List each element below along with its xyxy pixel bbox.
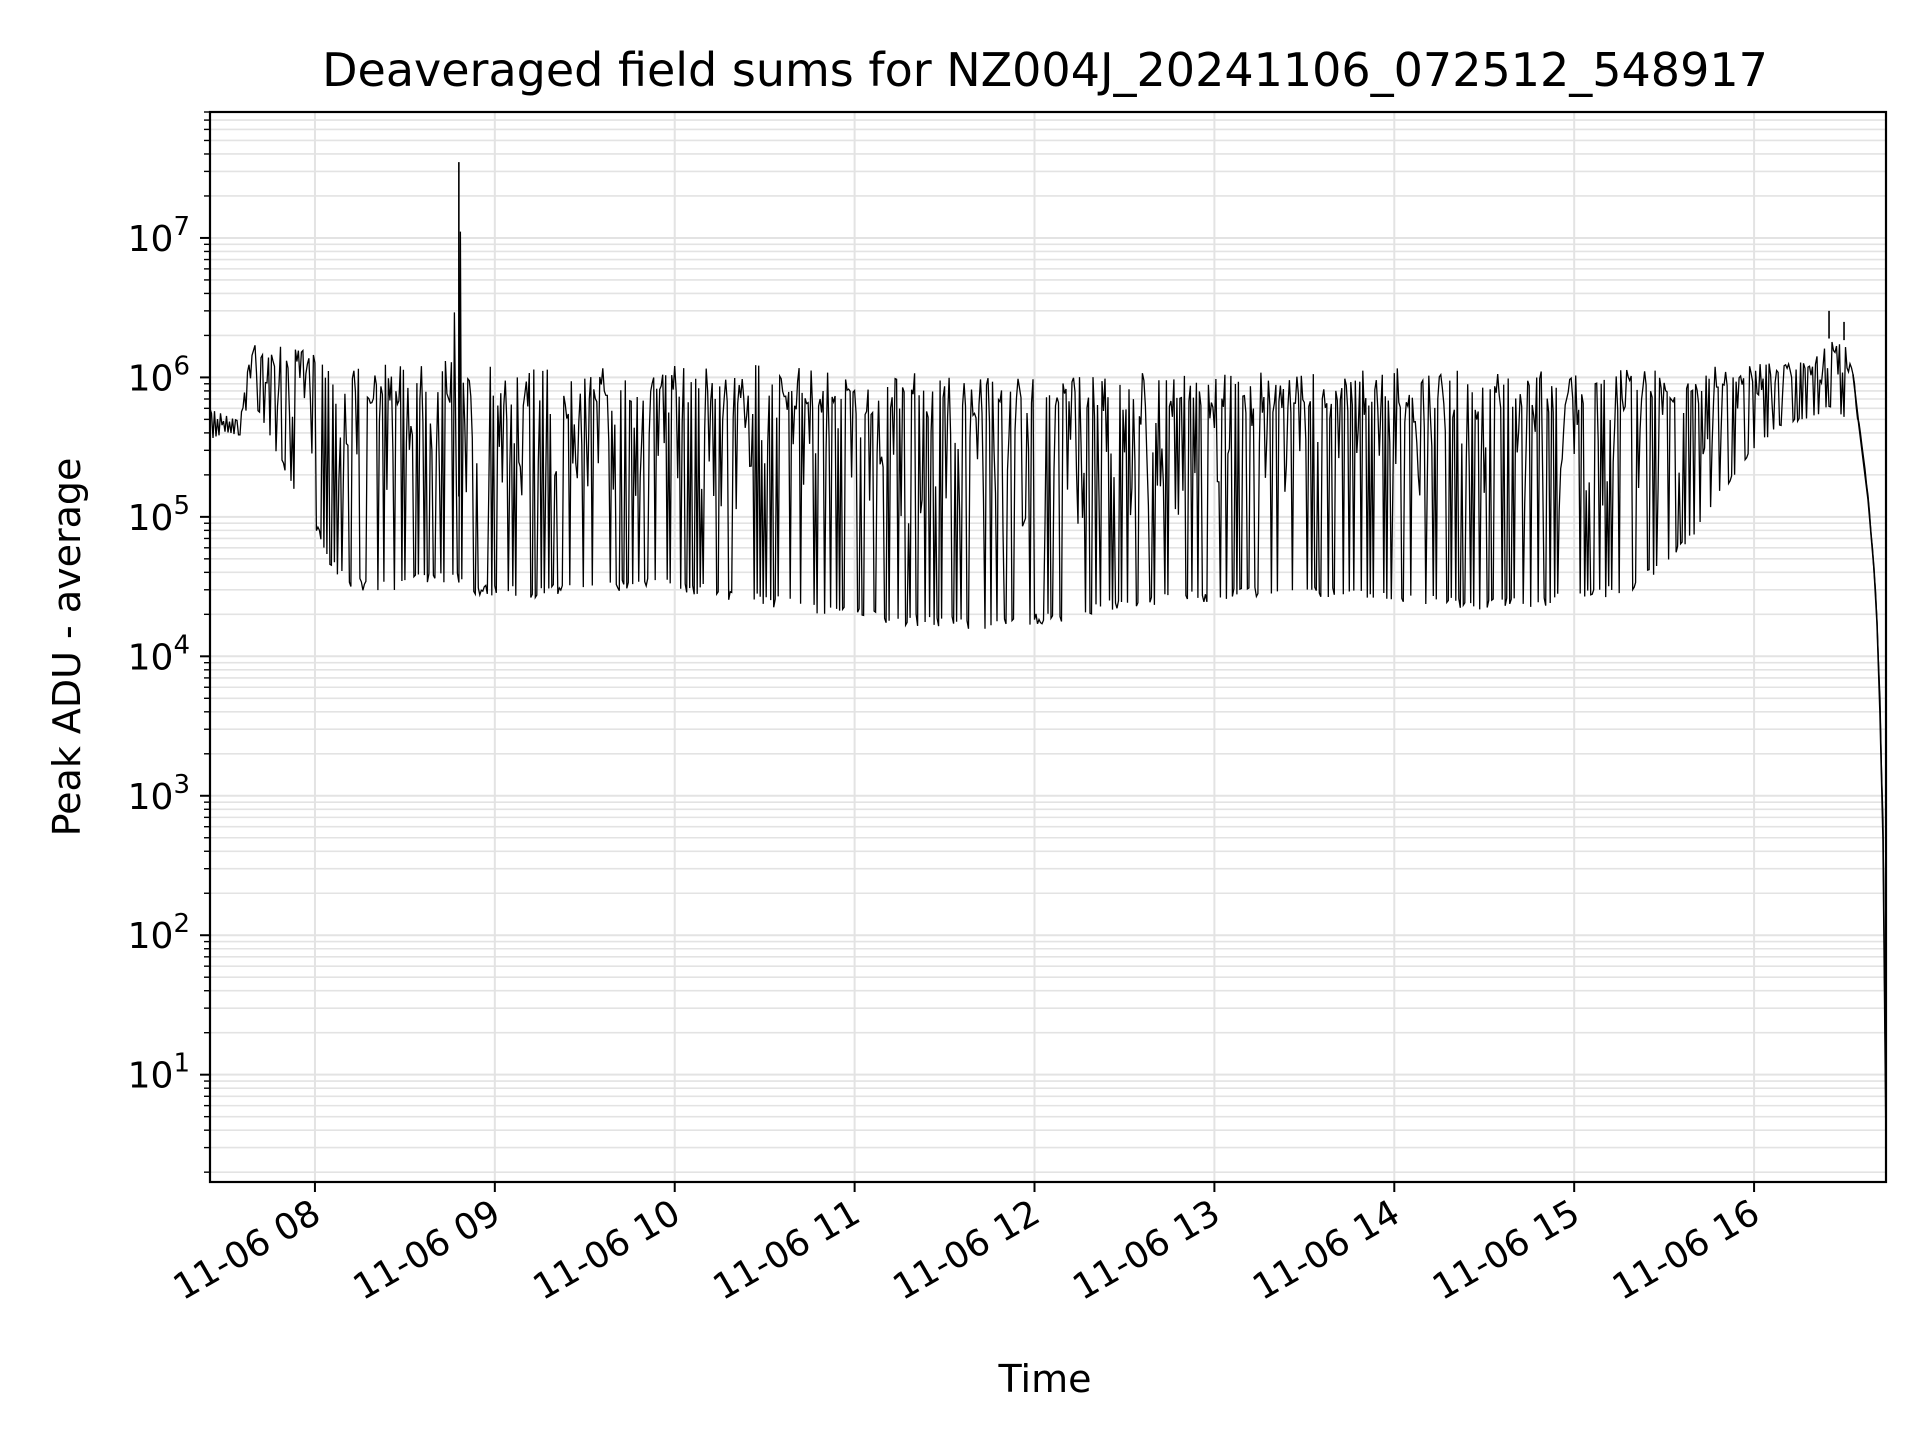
y-tick-exponent: 7: [173, 212, 190, 242]
y-tick-label: 103: [128, 770, 190, 818]
y-tick-label: 106: [128, 351, 190, 399]
y-tick-exponent: 1: [173, 1049, 190, 1079]
y-tick-label: 101: [128, 1049, 190, 1097]
y-tick-exponent: 6: [173, 351, 190, 381]
y-tick-base: 10: [128, 637, 174, 678]
y-axis-label: Peak ADU - average: [45, 458, 89, 837]
data-series: [209, 162, 1887, 1139]
y-tick-label: 105: [128, 491, 190, 539]
y-tick-base: 10: [128, 219, 174, 260]
y-tick-exponent: 5: [173, 491, 190, 521]
x-tick-label: 11-06 11: [706, 1192, 867, 1308]
series-line: [209, 231, 1887, 1132]
y-tick-base: 10: [128, 358, 174, 399]
series-tail: [1852, 374, 1887, 1139]
y-tick-label: 107: [128, 212, 190, 260]
x-tick-label: 11-06 08: [167, 1192, 328, 1308]
x-tick-label: 11-06 10: [527, 1192, 688, 1308]
x-axis-ticks: 11-06 08 11-06 09 11-06 10 11-06 11 11-06 12…: [167, 1182, 1767, 1309]
y-tick-base: 10: [128, 916, 174, 957]
y-tick-base: 10: [128, 498, 174, 539]
x-tick-label: 11-06 09: [347, 1192, 508, 1308]
x-tick-label: 11-06 16: [1606, 1192, 1767, 1308]
y-tick-exponent: 4: [173, 630, 190, 660]
chart-title: Deaveraged field sums for NZ004J_2024110…: [322, 43, 1768, 97]
x-tick-label: 11-06 15: [1426, 1192, 1587, 1308]
y-tick-base: 10: [128, 777, 174, 818]
y-tick-label: 104: [128, 630, 190, 678]
y-tick-label: 102: [128, 909, 190, 957]
y-tick-base: 10: [128, 1056, 174, 1097]
y-tick-exponent: 3: [173, 770, 190, 800]
plot-frame: [208, 110, 1888, 1184]
grid-lines: [210, 111, 1886, 1182]
x-axis-label: Time: [998, 1357, 1092, 1401]
y-tick-exponent: 2: [173, 909, 190, 939]
x-tick-label: 11-06 12: [886, 1192, 1047, 1308]
x-tick-label: 11-06 14: [1246, 1192, 1407, 1308]
x-tick-label: 11-06 13: [1066, 1192, 1227, 1308]
